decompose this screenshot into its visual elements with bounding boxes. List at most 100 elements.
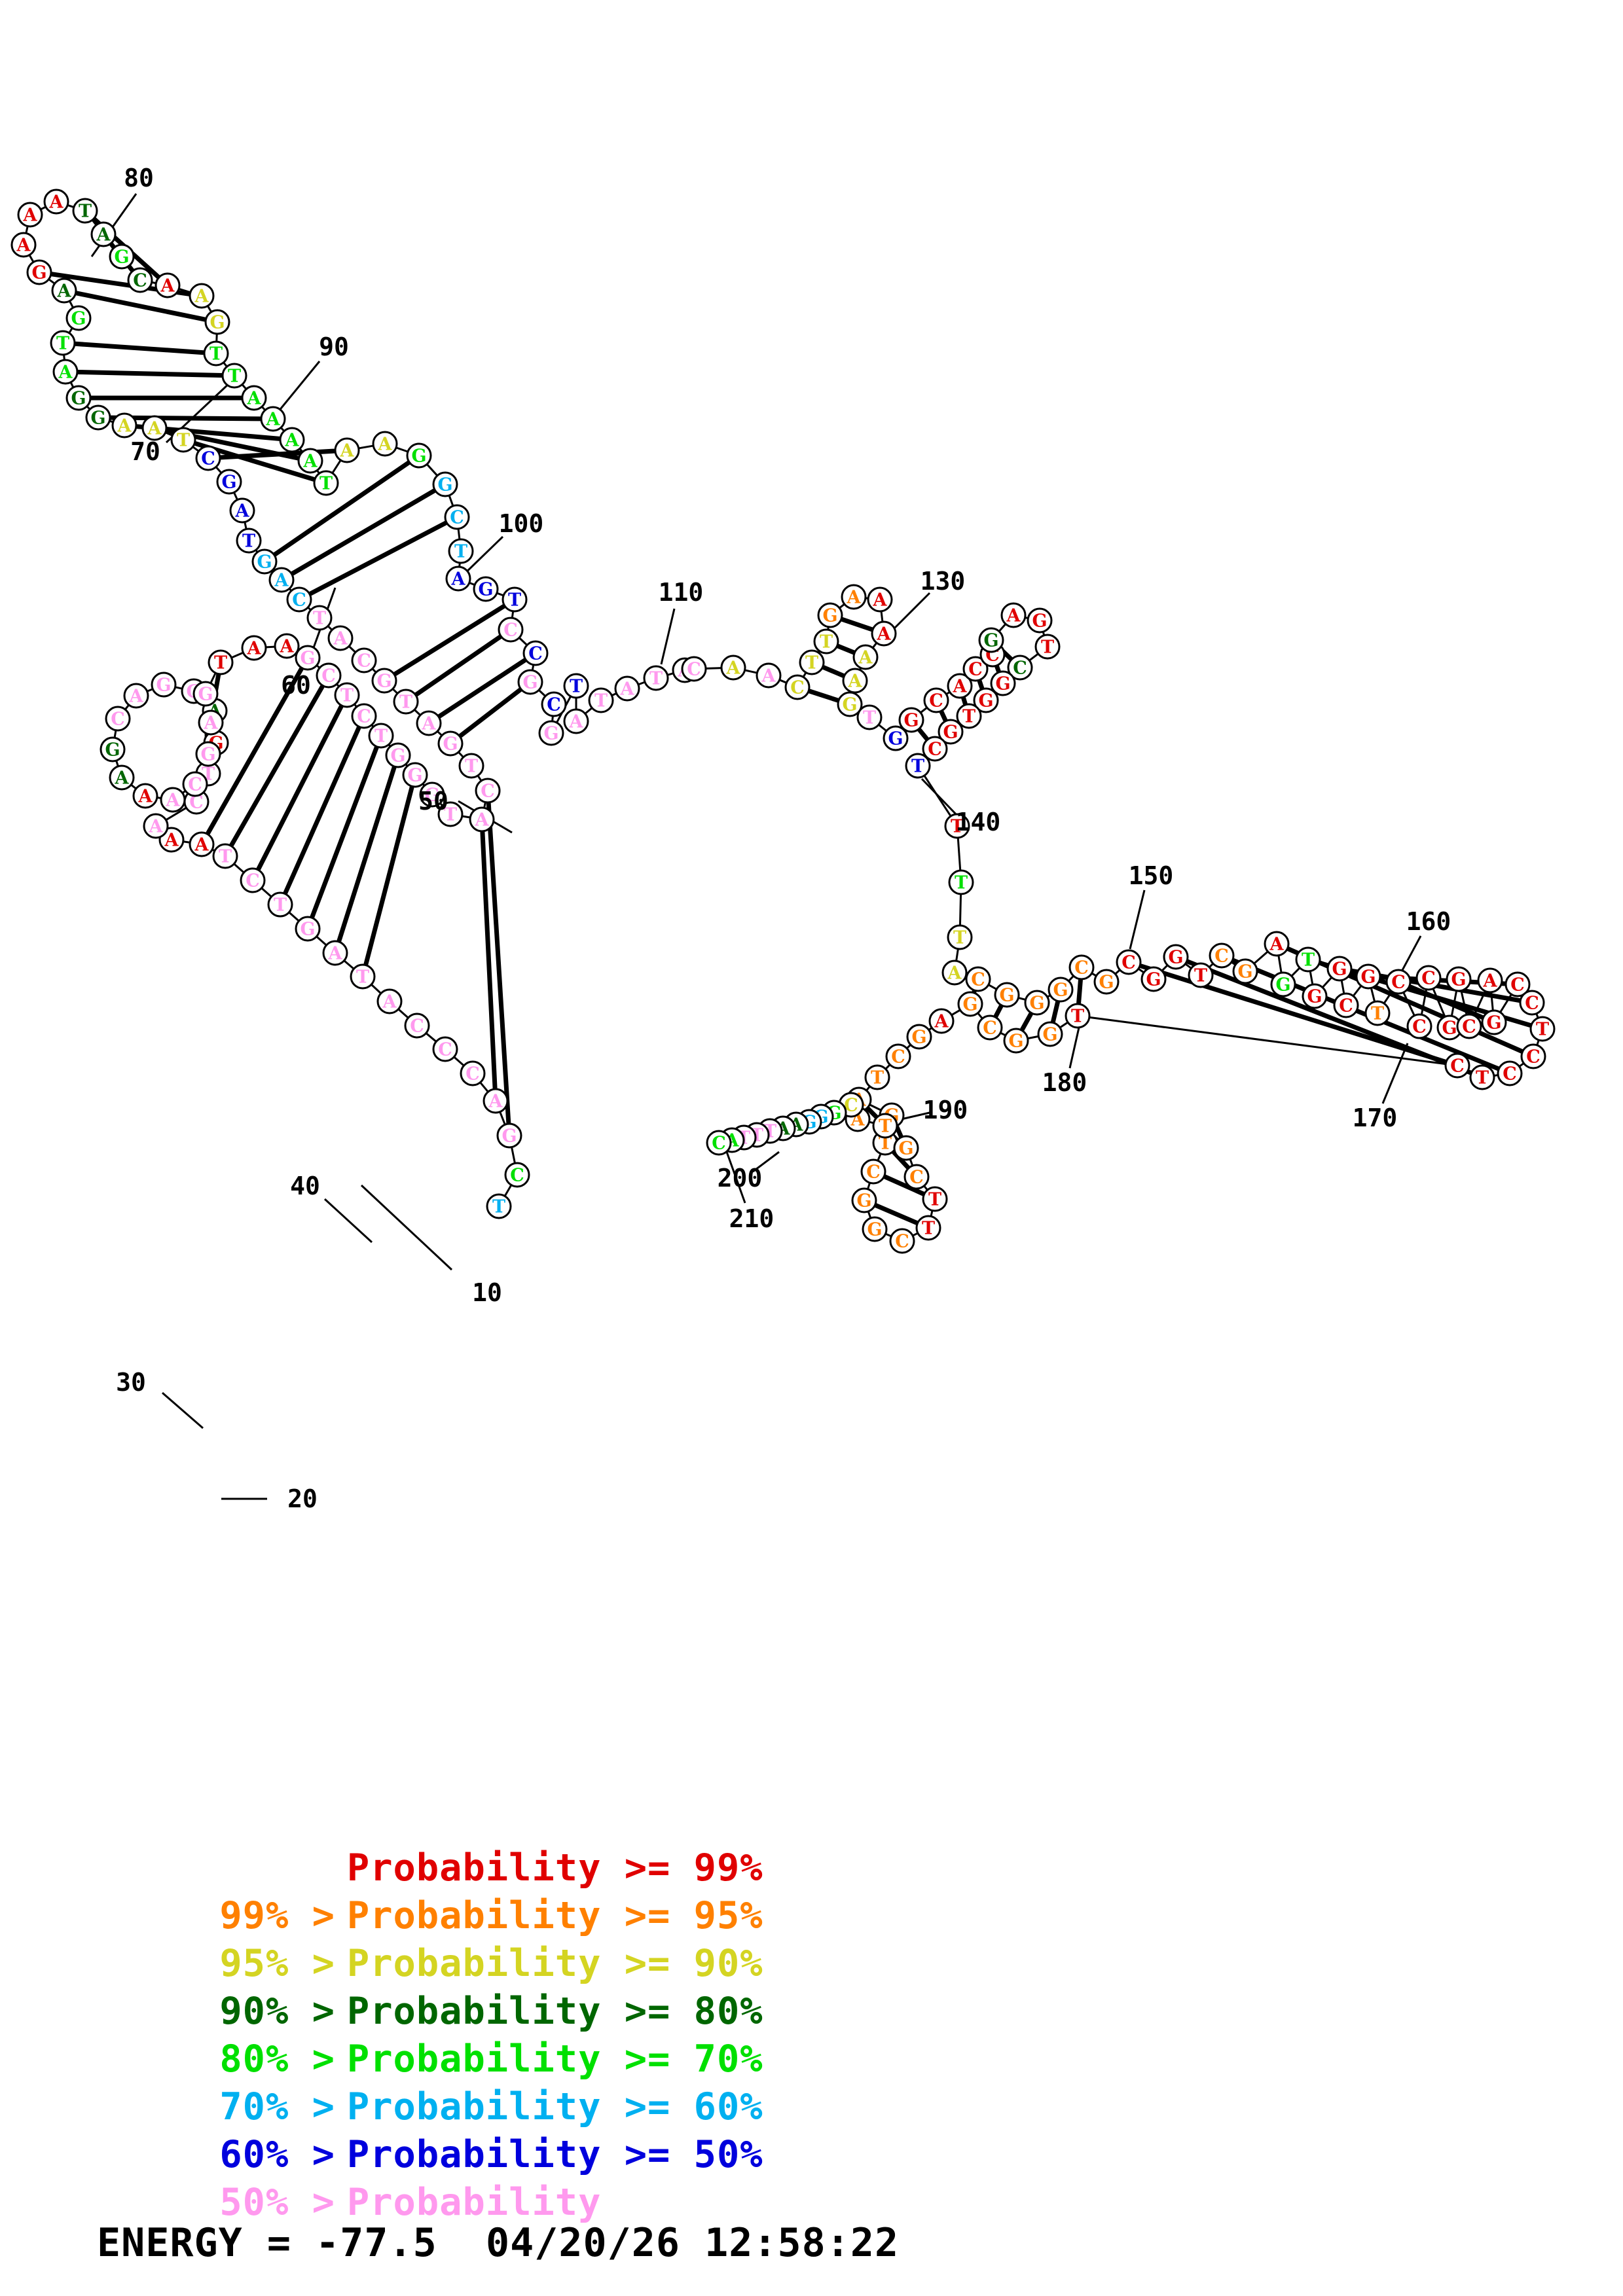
base-letter: G xyxy=(424,785,439,806)
base-circle xyxy=(643,665,669,691)
base-letter: A xyxy=(847,588,862,608)
base-circle xyxy=(1406,1013,1432,1039)
backbone-segment xyxy=(519,637,528,646)
base-circle xyxy=(504,1162,530,1188)
base-circle xyxy=(898,707,924,733)
base-circle xyxy=(203,340,229,367)
legend-row-prefix: 60% > xyxy=(219,2133,335,2176)
backbone-segment xyxy=(1277,955,1283,973)
position-number-label: 50 xyxy=(418,787,448,816)
base-letter: T xyxy=(922,1219,935,1239)
base-letter: T xyxy=(356,967,369,988)
number-leader-line xyxy=(752,1151,780,1173)
base-pair-bond xyxy=(994,665,1001,673)
legend-row-prefix: 50% > xyxy=(219,2181,335,2224)
base-circle xyxy=(475,778,501,804)
base-letter: G xyxy=(71,309,86,329)
base-circle xyxy=(851,1187,877,1213)
base-circle xyxy=(316,662,342,689)
base-circle xyxy=(1270,971,1296,997)
base-letter: G xyxy=(1486,1013,1501,1033)
base-letter: A xyxy=(848,672,863,692)
base-letter: G xyxy=(1360,967,1376,988)
base-letter: T xyxy=(56,334,69,354)
backbone-segment xyxy=(1184,963,1192,969)
number-leader-line xyxy=(1129,889,1146,950)
backbone-segment xyxy=(316,935,327,946)
base-circle xyxy=(893,1135,919,1161)
backbone-segment xyxy=(1068,975,1074,982)
base-circle xyxy=(105,706,131,732)
base-pair-bond xyxy=(256,705,344,870)
backbone-segment xyxy=(210,672,217,684)
backbone-segment xyxy=(192,446,200,452)
base-circle xyxy=(1497,1060,1523,1086)
base-circle xyxy=(297,448,323,474)
base-pair-bond xyxy=(837,643,855,655)
base-letter: T xyxy=(177,431,190,451)
base-circle xyxy=(143,813,169,839)
backbone-segment xyxy=(358,444,374,450)
position-number-label: 170 xyxy=(1353,1103,1398,1132)
base-circle xyxy=(867,586,893,613)
base-circle xyxy=(1444,1052,1470,1079)
base-letter: C xyxy=(844,1096,858,1116)
base-circle xyxy=(334,437,360,463)
backbone-segment xyxy=(425,1032,437,1043)
base-pair-bond xyxy=(110,415,261,422)
base-letter: G xyxy=(376,672,392,692)
base-letter: T xyxy=(962,707,976,727)
legend-row-text: Probability >= 80% xyxy=(346,1990,763,2033)
base-letter: G xyxy=(822,606,837,626)
base-letter: A xyxy=(115,768,130,789)
base-circle xyxy=(496,1122,522,1149)
base-letter: T xyxy=(214,653,227,673)
base-circle xyxy=(334,682,360,708)
base-letter: A xyxy=(149,817,164,837)
base-letter: A xyxy=(333,629,348,649)
base-letter: C xyxy=(246,871,260,891)
backbone-segment xyxy=(392,688,399,694)
backbone-segment xyxy=(343,960,355,970)
base-letter: G xyxy=(200,745,215,765)
base-letter: G xyxy=(888,729,903,749)
base-circle xyxy=(437,801,464,827)
base-circle xyxy=(903,1164,930,1190)
base-circle xyxy=(1003,1028,1029,1054)
base-circle xyxy=(538,720,564,746)
base-circle xyxy=(915,1215,941,1241)
base-circle xyxy=(541,691,567,717)
base-letter: G xyxy=(407,766,422,786)
base-letter: C xyxy=(465,1064,480,1085)
base-circle xyxy=(837,691,863,717)
position-number-label: 130 xyxy=(921,567,966,596)
base-circle xyxy=(486,1193,512,1219)
base-letter: A xyxy=(953,677,968,697)
base-letter: C xyxy=(909,1168,924,1188)
base-letter: G xyxy=(443,734,458,755)
legend-row-text: Probability >= 50% xyxy=(346,2133,763,2176)
base-letter: G xyxy=(1237,962,1252,982)
base-pair-bond xyxy=(841,617,873,632)
base-circle xyxy=(498,617,524,643)
backbone-segment xyxy=(414,709,421,716)
base-letter: A xyxy=(247,389,262,409)
base-letter: C xyxy=(189,793,204,813)
base-letter: A xyxy=(422,714,437,734)
base-circle xyxy=(437,730,464,757)
base-circle xyxy=(306,605,333,631)
base-circle xyxy=(1068,954,1095,980)
base-letter: T xyxy=(1194,966,1207,986)
base-circle xyxy=(871,620,897,647)
backbone-segment xyxy=(206,305,213,313)
base-letter: C xyxy=(1122,953,1136,973)
legend-row-prefix: 70% > xyxy=(219,2085,335,2128)
backbone-segment xyxy=(998,623,1007,632)
legend-row: 99% > Probability >= 95% xyxy=(0,1844,917,1937)
base-letter: C xyxy=(712,1134,726,1154)
backbone-segment xyxy=(1370,988,1376,1002)
base-letter: A xyxy=(160,276,175,296)
base-circle xyxy=(1000,602,1027,628)
base-letter: C xyxy=(481,781,495,802)
backbone-segment xyxy=(511,1147,516,1164)
